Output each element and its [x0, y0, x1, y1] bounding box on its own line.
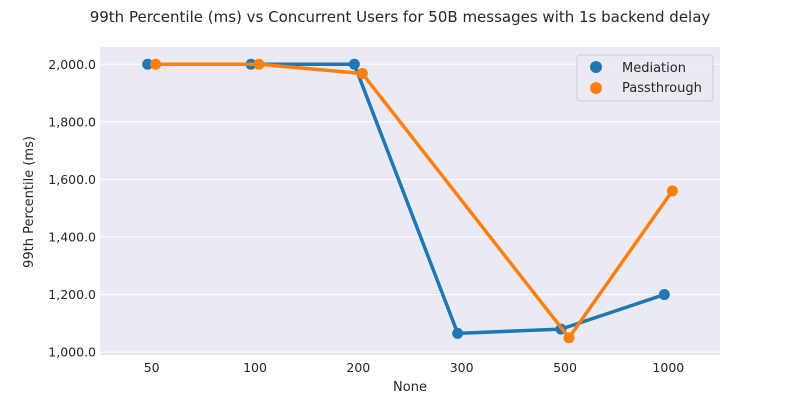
x-axis-ticks: 50 100 200 300 500 1000: [144, 360, 685, 375]
data-point-passthrough: [563, 332, 575, 344]
x-tick-label: 100: [243, 360, 267, 375]
y-axis-ticks: 1,000.0 1,200.0 1,400.0 1,600.0 1,800.0 2,000…: [48, 57, 96, 360]
y-tick-label: 1,400.0: [48, 229, 96, 244]
y-tick-label: 1,200.0: [48, 287, 96, 302]
y-tick-label: 1,600.0: [48, 172, 96, 187]
data-point-mediation: [452, 327, 464, 339]
x-tick-label: 1000: [652, 360, 684, 375]
x-tick-label: 300: [450, 360, 474, 375]
data-point-passthrough: [253, 58, 265, 70]
legend-label-passthrough: Passthrough: [622, 81, 702, 96]
y-axis-label: 99th Percentile (ms): [22, 136, 37, 268]
legend-marker-passthrough: [590, 82, 602, 94]
x-tick-label: 50: [144, 360, 160, 375]
series-passthrough: [150, 58, 678, 344]
legend: Mediation Passthrough: [576, 54, 714, 102]
legend-marker-mediation: [590, 61, 602, 73]
series-group: [142, 58, 678, 344]
data-point-mediation: [658, 289, 670, 301]
chart-title: 99th Percentile (ms) vs Concurrent Users…: [90, 8, 711, 26]
data-point-mediation: [348, 58, 360, 70]
x-axis-label: None: [393, 380, 427, 395]
y-tick-label: 1,000.0: [48, 345, 96, 360]
x-tick-label: 500: [553, 360, 577, 375]
x-tick-label: 200: [346, 360, 370, 375]
data-point-passthrough: [150, 58, 162, 70]
data-point-passthrough: [356, 67, 368, 79]
legend-label-mediation: Mediation: [622, 61, 686, 76]
legend-box: [576, 54, 714, 102]
data-point-mediation: [142, 58, 154, 70]
y-tick-label: 2,000.0: [48, 57, 96, 72]
y-tick-label: 1,800.0: [48, 114, 96, 129]
data-point-passthrough: [666, 185, 678, 197]
